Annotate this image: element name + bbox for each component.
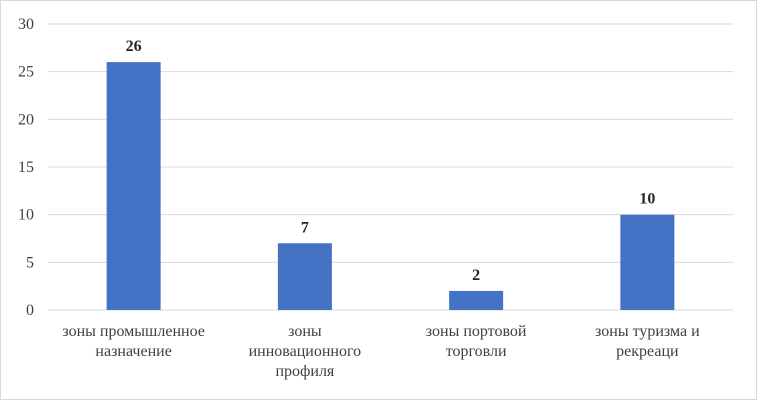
y-axis-ticks: 0 5 10 15 20 25 30	[18, 16, 34, 319]
category-label: зоны туризма и рекреаци	[595, 323, 700, 360]
data-label: 2	[472, 267, 480, 284]
bar	[277, 243, 332, 310]
category-label-line: назначение	[95, 343, 171, 360]
y-tick-label: 30	[18, 16, 34, 33]
category-label-line: торговли	[446, 343, 507, 360]
category-label-line: профиля	[275, 363, 334, 380]
data-label: 7	[301, 219, 309, 236]
bars	[106, 62, 675, 311]
category-label-line: зоны	[288, 323, 322, 340]
bar	[106, 62, 161, 311]
x-axis-categories: зоны промышленное назначение зоны инновацио…	[62, 323, 700, 380]
category-label-line: зоны портовой	[426, 323, 527, 340]
bar	[449, 290, 504, 310]
category-label-line: рекреаци	[616, 343, 679, 360]
data-label: 26	[126, 38, 142, 55]
category-label-line: зоны туризма и	[595, 323, 700, 340]
y-tick-label: 5	[26, 254, 34, 271]
category-label: зоны инновационного профиля	[249, 323, 362, 380]
y-tick-label: 10	[18, 207, 34, 224]
y-tick-label: 15	[18, 159, 34, 176]
data-label: 10	[639, 191, 655, 208]
category-label: зоны промышленное назначение	[62, 323, 205, 360]
data-labels: 26 7 2 10	[126, 38, 656, 284]
bar	[620, 214, 675, 310]
category-label: зоны портовой торговли	[426, 323, 527, 360]
gridlines	[48, 23, 733, 311]
y-tick-label: 20	[18, 111, 34, 128]
category-label-line: зоны промышленное	[62, 323, 205, 340]
y-tick-label: 25	[18, 64, 34, 81]
category-label-line: инновационного	[249, 343, 362, 360]
y-tick-label: 0	[26, 302, 34, 319]
